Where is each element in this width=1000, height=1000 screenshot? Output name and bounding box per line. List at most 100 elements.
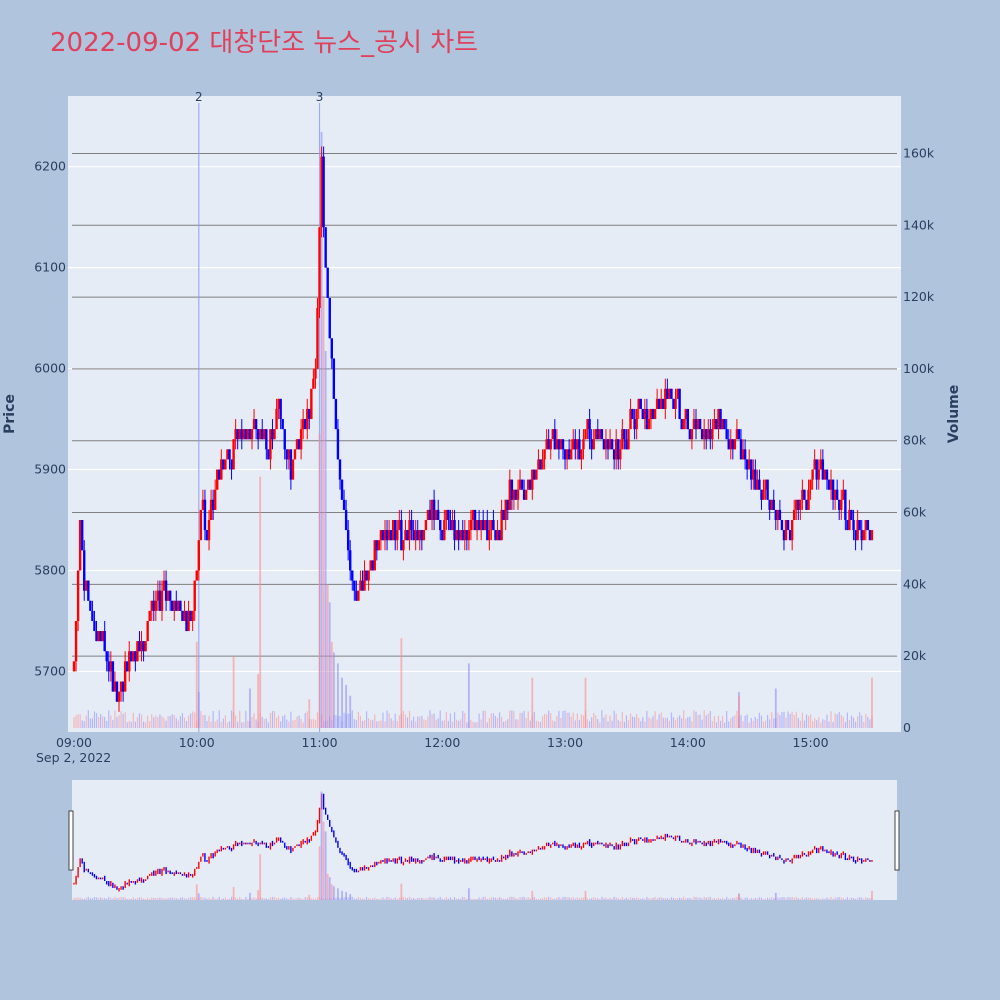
slider-volume-bar xyxy=(752,898,754,900)
volume-bar xyxy=(239,710,241,728)
volume-bar xyxy=(130,721,132,728)
volume-bar xyxy=(595,715,597,728)
candle-body xyxy=(486,520,489,541)
slider-volume-bar xyxy=(208,897,210,900)
candle-body xyxy=(242,429,246,440)
slider-volume-bar xyxy=(437,898,439,900)
slider-volume-spike-bar xyxy=(738,894,740,900)
candle-body xyxy=(461,530,464,541)
range-slider-right-handle[interactable] xyxy=(894,810,900,871)
slider-volume-bar xyxy=(807,897,810,900)
slider-volume-bar xyxy=(216,898,218,900)
volume-bar xyxy=(758,712,761,728)
candle-body xyxy=(768,499,771,510)
volume-bar xyxy=(204,714,206,728)
slider-volume-bar xyxy=(511,896,513,900)
candle-body xyxy=(330,338,334,359)
candle-body xyxy=(844,489,847,520)
volume-bar xyxy=(640,721,642,728)
candle-body xyxy=(340,479,344,500)
slider-volume-bar xyxy=(228,898,231,900)
price-tick-label: 6100 xyxy=(34,260,66,275)
candle-body xyxy=(228,449,231,460)
candle-body xyxy=(230,459,233,470)
time-axis[interactable]: 09:00 10:00 11:00 12:00 13:00 14:00 15:00 xyxy=(56,735,829,750)
volume-bar xyxy=(351,710,353,728)
volume-bar xyxy=(104,717,106,728)
volume-bar xyxy=(310,719,312,728)
volume-bar xyxy=(705,715,707,728)
candle-body xyxy=(821,459,825,480)
volume-bar xyxy=(732,716,734,728)
candle-body xyxy=(209,499,213,520)
slider-volume-bar xyxy=(509,896,511,900)
slider-volume-bar xyxy=(814,898,816,900)
candle-body xyxy=(177,600,180,611)
slider-volume-bar xyxy=(464,897,466,900)
volume-bar xyxy=(102,716,104,728)
candle-body xyxy=(434,509,438,520)
slider-volume-bar xyxy=(151,897,153,900)
range-slider[interactable] xyxy=(72,780,897,900)
volume-bar xyxy=(85,715,87,728)
range-slider-left-handle[interactable] xyxy=(68,810,74,871)
slider-volume-bar xyxy=(271,896,274,900)
slider-volume-bar xyxy=(423,898,425,900)
candle-body xyxy=(406,530,409,541)
time-tick-label: 14:00 xyxy=(670,735,706,750)
candle-body xyxy=(293,449,297,460)
volume-bar xyxy=(284,714,286,728)
candle-body xyxy=(467,530,471,541)
candle-body xyxy=(623,429,626,440)
volume-bar xyxy=(460,719,462,728)
volume-bar xyxy=(613,710,615,728)
volume-bar xyxy=(404,714,407,728)
slider-volume-spike-bar xyxy=(400,883,403,900)
candle-body xyxy=(709,429,712,440)
candle-body xyxy=(700,429,704,440)
candle-body xyxy=(733,439,737,450)
volume-bar xyxy=(830,711,832,728)
candle-body xyxy=(154,600,158,611)
volume-bar xyxy=(597,719,599,728)
slider-volume-spike-bar xyxy=(195,884,198,900)
volume-bar xyxy=(570,716,572,728)
candle-body xyxy=(696,419,700,430)
volume-bar xyxy=(372,719,374,728)
volume-bar xyxy=(458,720,460,728)
candle-body xyxy=(807,489,810,510)
candle-body xyxy=(80,520,84,551)
candle-body xyxy=(361,580,364,591)
volume-bar xyxy=(280,721,282,728)
candle-body xyxy=(234,429,237,440)
candle-body xyxy=(256,429,260,440)
slider-volume-bar xyxy=(750,898,752,900)
slider-volume-bar xyxy=(537,898,540,900)
slider-volume-bar xyxy=(218,896,220,900)
candle-body xyxy=(111,661,115,692)
candle-body xyxy=(367,570,370,581)
volume-bar xyxy=(370,720,372,728)
volume-bar xyxy=(664,718,666,728)
slider-volume-bar xyxy=(521,897,523,900)
slider-volume-bar xyxy=(809,897,812,900)
slider-volume-bar xyxy=(496,898,499,900)
volume-bar xyxy=(89,718,91,728)
slider-volume-bar xyxy=(609,897,611,900)
candle-body xyxy=(191,610,194,621)
volume-bar xyxy=(136,717,139,728)
volume-spike-bar xyxy=(330,641,333,728)
candle-body xyxy=(764,479,767,490)
candle-body xyxy=(793,509,796,520)
candle-body xyxy=(498,530,501,541)
candle-body xyxy=(193,580,196,611)
slider-volume-bar xyxy=(771,897,773,900)
candle-body xyxy=(496,530,499,541)
slider-volume-bar xyxy=(732,897,734,900)
volume-bar xyxy=(818,717,820,728)
volume-bar xyxy=(361,720,364,728)
candle-body xyxy=(788,530,792,541)
slider-volume-bar xyxy=(515,898,517,900)
slider-volume-bar xyxy=(286,898,288,900)
slider-volume-bar xyxy=(543,897,546,900)
